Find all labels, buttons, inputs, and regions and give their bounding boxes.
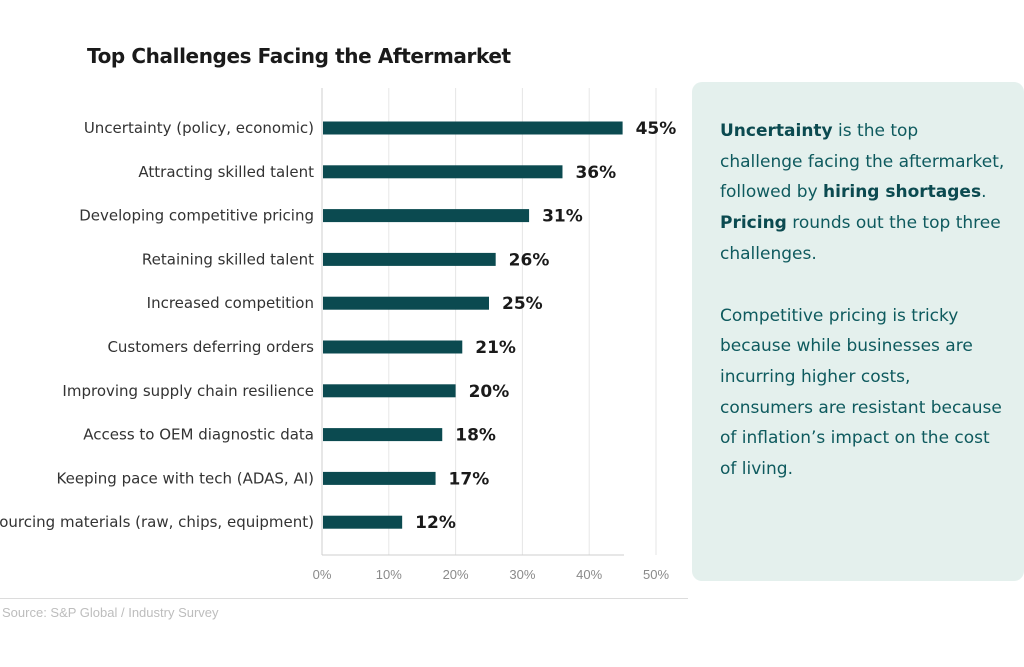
source-note: Source: S&P Global / Industry Survey bbox=[2, 605, 219, 620]
bar bbox=[323, 121, 623, 135]
insight-emphasis: Uncertainty bbox=[720, 121, 833, 141]
category-label: Improving supply chain resilience bbox=[62, 382, 314, 400]
insight-text: is the top challenge facing the aftermar… bbox=[720, 121, 1005, 203]
x-tick-label: 50% bbox=[643, 567, 669, 582]
bar bbox=[323, 296, 489, 310]
category-label: Developing competitive pricing bbox=[79, 207, 314, 225]
bar bbox=[323, 209, 530, 223]
category-label: Access to OEM diagnostic data bbox=[83, 426, 314, 444]
bar bbox=[323, 384, 456, 398]
insight-paragraph-2: Competitive pricing is tricky because wh… bbox=[720, 305, 1002, 480]
category-label: Keeping pace with tech (ADAS, AI) bbox=[57, 469, 314, 487]
source-divider bbox=[0, 598, 688, 599]
insight-paragraph-1: Uncertainty is the top challenge facing … bbox=[720, 116, 1006, 270]
value-label: 45% bbox=[636, 119, 677, 139]
x-tick-label: 30% bbox=[509, 567, 535, 582]
category-label: Sourcing materials (raw, chips, equipmen… bbox=[0, 513, 314, 531]
insight-emphasis: hiring shortages bbox=[823, 182, 982, 203]
x-tick-label: 0% bbox=[313, 567, 332, 582]
value-label: 17% bbox=[449, 469, 490, 489]
category-label: Retaining skilled talent bbox=[142, 250, 314, 268]
category-label: Uncertainty (policy, economic) bbox=[84, 119, 314, 137]
x-tick-label: 10% bbox=[376, 567, 402, 582]
bar bbox=[323, 340, 463, 354]
insight-panel: Uncertainty is the top challenge facing … bbox=[692, 82, 1024, 581]
value-label: 12% bbox=[415, 513, 456, 533]
category-label: Customers deferring orders bbox=[107, 338, 314, 356]
bar bbox=[323, 165, 563, 179]
bar bbox=[323, 471, 436, 485]
insight-text: . bbox=[981, 182, 987, 203]
value-label: 20% bbox=[469, 382, 510, 402]
value-label: 36% bbox=[575, 163, 616, 183]
category-label: Increased competition bbox=[147, 294, 314, 312]
value-label: 18% bbox=[455, 426, 496, 446]
x-tick-label: 20% bbox=[443, 567, 469, 582]
value-label: 21% bbox=[475, 338, 516, 358]
bar-chart: 0% 10% 20% 30% 40% 50% Uncertainty (policy, ec… bbox=[0, 88, 677, 582]
insight-emphasis: Pricing bbox=[720, 213, 787, 234]
value-label: 25% bbox=[502, 294, 543, 314]
bar bbox=[323, 515, 403, 529]
bar bbox=[323, 428, 443, 442]
chart-title: Top Challenges Facing the Aftermarket bbox=[87, 44, 511, 68]
value-label: 31% bbox=[542, 207, 583, 227]
x-tick-label: 40% bbox=[576, 567, 602, 582]
insight-text: rounds out the top three challenges. bbox=[720, 213, 1001, 264]
value-label: 26% bbox=[509, 250, 550, 270]
category-label: Attracting skilled talent bbox=[138, 163, 314, 181]
bar bbox=[323, 252, 496, 266]
